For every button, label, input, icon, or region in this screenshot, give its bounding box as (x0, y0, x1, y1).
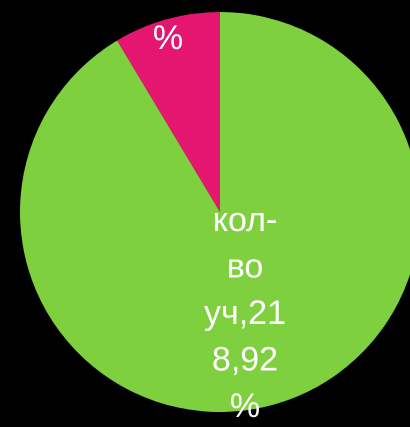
slice-label: кол- (213, 201, 278, 239)
pie-slice (20, 12, 410, 412)
slice-label: % (230, 387, 260, 425)
slice-label: % (153, 19, 183, 57)
slice-label: во (227, 247, 264, 285)
pie-slice (117, 12, 220, 212)
slice-label: уч,21 (204, 294, 286, 332)
slice-label: 8,92 (212, 340, 278, 378)
